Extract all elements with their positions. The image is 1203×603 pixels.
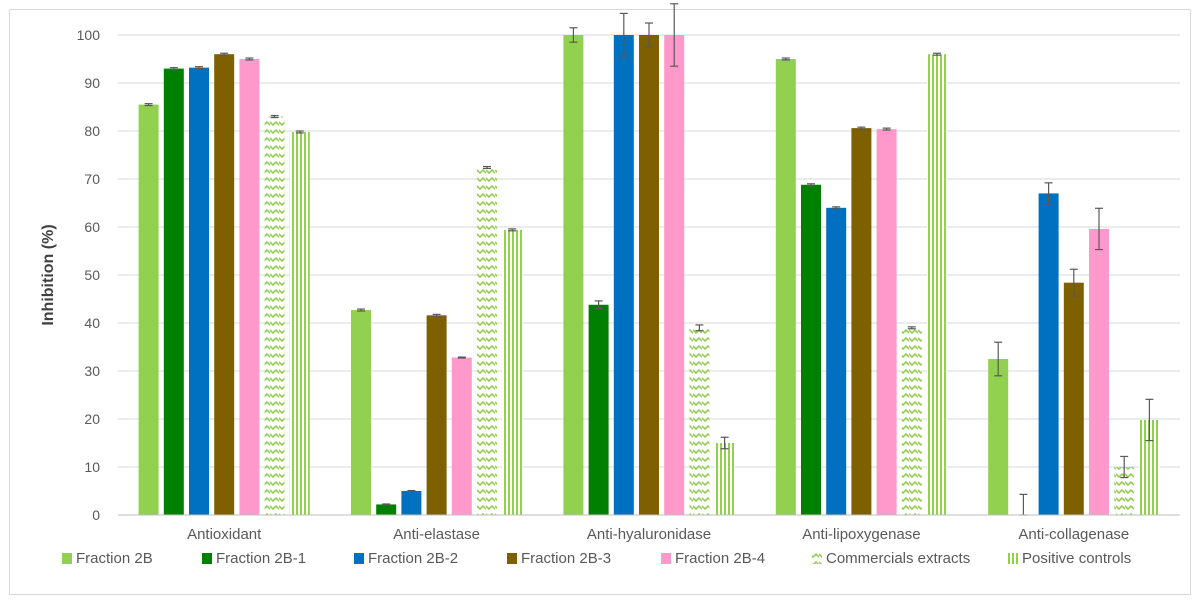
bar-fraction-2b-3-anti-lipoxygenase [851,128,872,515]
legend-label-fraction-2b-1: Fraction 2B-1 [216,550,306,567]
bar-fraction-2b-2-anti-elastase [401,491,422,515]
bar-fraction-2b-3-anti-hyaluronidase [639,35,659,515]
bar-fraction-2b-1-anti-elastase [376,504,397,515]
legend-label-commercials-extracts: Commercials extracts [826,550,970,567]
bar-commercials-extracts-antioxidant [264,116,285,515]
bar-fraction-2b-4-anti-lipoxygenase [876,129,897,515]
bar-fraction-2b-1-anti-hyaluronidase [588,304,609,515]
y-axis: 0 10 20 30 40 50 60 70 80 90 100 [77,27,101,523]
bar-positive-controls-anti-collagenase [1139,419,1160,515]
error-bars [144,3,1154,516]
y-tick-label: 30 [84,363,100,379]
bar-positive-controls-anti-elastase [502,229,523,515]
bar-fraction-2b-2-anti-hyaluronidase [613,35,634,515]
bar-fraction-2b-3-anti-collagenase [1063,282,1084,515]
legend-swatch-positive-controls [1008,553,1018,564]
y-tick-label: 10 [84,459,100,475]
x-tick-label: Anti-collagenase [1018,526,1129,543]
y-tick-label: 20 [84,411,100,427]
bar-positive-controls-antioxidant [289,131,310,515]
x-tick-label: Anti-hyaluronidase [587,526,711,543]
y-tick-label: 50 [84,267,100,283]
bar-fraction-2b-anti-collagenase [988,359,1009,515]
bars [138,35,1160,516]
bar-fraction-2b-3-anti-elastase [426,315,447,515]
legend-swatch-commercials-extracts [812,553,822,564]
bar-fraction-2b-4-anti-hyaluronidase [664,35,685,515]
legend-swatch-fraction-2b [62,553,72,564]
bar-fraction-2b-anti-lipoxygenase [775,59,796,515]
y-tick-label: 60 [84,219,100,235]
legend: Fraction 2B Fraction 2B-1 Fraction 2B-2 Fra… [62,550,1131,567]
y-tick-label: 80 [84,123,100,139]
y-tick-label: 90 [84,75,100,91]
x-axis: Antioxidant Anti-elastase Anti-hyaluronida… [187,526,1129,543]
legend-label-fraction-2b: Fraction 2B [76,550,153,567]
x-tick-label: Antioxidant [187,526,262,543]
bar-fraction-2b-1-anti-lipoxygenase [801,184,821,515]
bar-commercials-extracts-anti-collagenase [1114,467,1135,515]
y-tick-label: 40 [84,315,100,331]
legend-swatch-fraction-2b-1 [202,553,212,564]
bar-positive-controls-anti-hyaluronidase [714,443,735,515]
bar-fraction-2b-2-anti-collagenase [1038,193,1059,515]
x-tick-label: Anti-elastase [393,526,480,543]
bar-fraction-2b-4-anti-collagenase [1089,228,1109,516]
bar-fraction-2b-anti-elastase [351,310,371,515]
bar-commercials-extracts-anti-elastase [477,167,497,516]
y-tick-label: 100 [77,27,101,43]
legend-swatch-fraction-2b-2 [354,553,364,564]
legend-swatch-fraction-2b-4 [661,553,671,564]
legend-label-positive-controls: Positive controls [1022,550,1131,567]
bar-fraction-2b-anti-hyaluronidase [563,35,584,515]
legend-label-fraction-2b-2: Fraction 2B-2 [368,550,458,567]
legend-swatch-fraction-2b-3 [507,553,517,564]
y-tick-label: 0 [92,507,100,523]
bar-fraction-2b-3-antioxidant [214,54,235,515]
bar-commercials-extracts-anti-hyaluronidase [689,327,710,515]
bar-fraction-2b-2-antioxidant [189,67,209,515]
bar-fraction-2b-4-anti-elastase [451,357,472,515]
y-axis-label: Inhibition (%) [40,224,57,325]
bar-positive-controls-anti-lipoxygenase [927,54,947,515]
x-tick-label: Anti-lipoxygenase [802,526,920,543]
bar-fraction-2b-4-antioxidant [239,59,260,515]
legend-label-fraction-2b-4: Fraction 2B-4 [675,550,765,567]
bar-fraction-2b-2-anti-lipoxygenase [826,207,847,516]
y-tick-label: 70 [84,171,100,187]
legend-label-fraction-2b-3: Fraction 2B-3 [521,550,611,567]
bar-fraction-2b-1-antioxidant [163,68,184,515]
bar-commercials-extracts-anti-lipoxygenase [901,327,922,515]
bar-fraction-2b-antioxidant [138,104,159,515]
